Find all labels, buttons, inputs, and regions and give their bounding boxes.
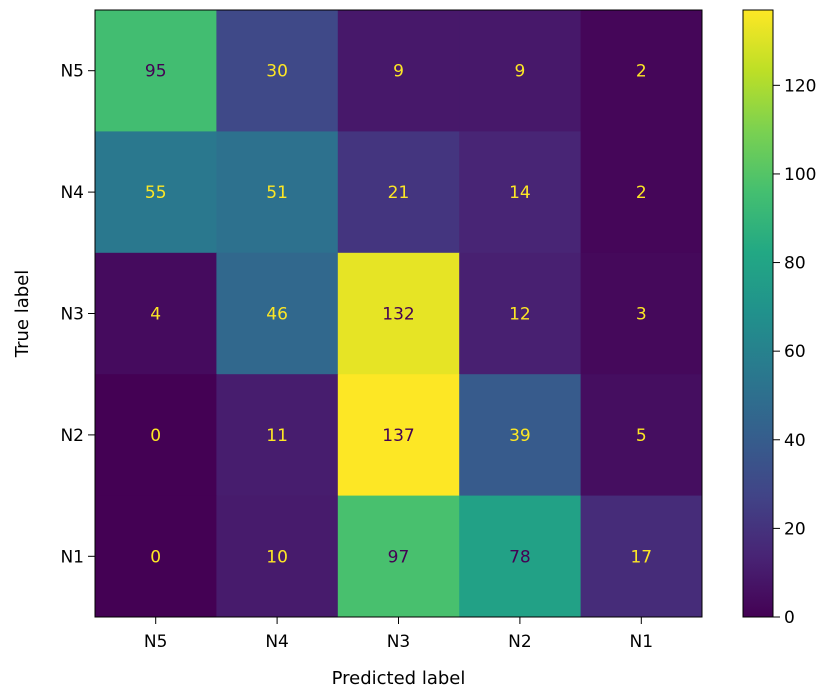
colorbar	[742, 9, 774, 618]
matrix-cell	[337, 10, 460, 132]
cell-value-label: 97	[388, 547, 410, 567]
matrix-cell	[216, 495, 339, 618]
colorbar-tick-label: 120	[784, 76, 816, 96]
x-tick-label: N5	[144, 632, 168, 652]
matrix-cell	[459, 252, 582, 375]
matrix-cell	[95, 10, 217, 132]
cell-value-label: 17	[630, 547, 652, 567]
x-tick-label: N1	[630, 632, 654, 652]
y-tick-label: N4	[60, 183, 84, 203]
matrix-cell	[580, 495, 703, 618]
cell-value-label: 137	[382, 426, 414, 446]
y-axis-ticks: N5 N4 N3 N2 N1	[60, 62, 95, 567]
cell-value-label: 95	[145, 62, 167, 82]
cell-value-label: 5	[636, 426, 647, 446]
x-axis-ticks: N5 N4 N3 N2 N1	[144, 617, 653, 652]
cell-value-label: 21	[388, 183, 410, 203]
y-tick-label: N1	[60, 547, 84, 567]
cell-value-label: 55	[145, 183, 167, 203]
matrix-cell	[459, 374, 582, 497]
matrix-cells	[95, 10, 703, 618]
colorbar-tick-label: 80	[784, 254, 806, 274]
cell-value-label: 46	[266, 305, 288, 325]
y-tick-label: N5	[60, 62, 84, 82]
matrix-cell	[337, 495, 460, 618]
matrix-cell	[216, 131, 339, 254]
colorbar-tick-label: 60	[784, 342, 806, 362]
matrix-cell	[337, 131, 460, 254]
colorbar-tick-label: 40	[784, 431, 806, 451]
cell-value-label: 2	[636, 62, 647, 82]
matrix-cell	[459, 131, 582, 254]
cell-value-label: 12	[509, 305, 531, 325]
cell-value-label: 132	[382, 305, 414, 325]
matrix-cell	[337, 374, 460, 497]
cell-value-label: 78	[509, 547, 531, 567]
x-tick-label: N3	[387, 632, 411, 652]
matrix-cell	[580, 374, 703, 497]
cell-value-label: 51	[266, 183, 288, 203]
cell-value-label: 30	[266, 62, 288, 82]
x-tick-label: N4	[265, 632, 289, 652]
matrix-cell	[580, 10, 703, 132]
y-tick-label: N3	[60, 305, 84, 325]
y-axis-label: True label	[12, 270, 33, 359]
colorbar-ticks: 0 20 40 60 80 100 120	[773, 76, 816, 628]
y-tick-label: N2	[60, 426, 84, 446]
matrix-cell	[95, 495, 217, 618]
cell-value-label: 4	[150, 305, 161, 325]
x-axis-label: Predicted label	[332, 668, 466, 689]
cell-value-label: 10	[266, 547, 288, 567]
cell-value-label: 14	[509, 183, 531, 203]
colorbar-tick-label: 100	[784, 165, 816, 185]
matrix-cell-labels: 95 30 9 9 255 51 21 14 24 46 132 12 30 11 137 39 50 10 97 7…	[145, 62, 652, 568]
x-tick-label: N2	[508, 632, 532, 652]
matrix-cell	[459, 10, 582, 132]
matrix-cell	[580, 131, 703, 254]
colorbar-tick-label: 20	[784, 519, 806, 539]
cell-value-label: 2	[636, 183, 647, 203]
matrix-cell	[459, 495, 582, 618]
cell-value-label: 0	[150, 426, 161, 446]
matrix-cell	[95, 131, 217, 254]
cell-value-label: 11	[266, 426, 288, 446]
matrix-cell	[580, 252, 703, 375]
colorbar-tick-label: 0	[784, 608, 795, 628]
cell-value-label: 0	[150, 547, 161, 567]
matrix-cell	[95, 374, 217, 497]
cell-value-label: 9	[514, 62, 525, 82]
matrix-cell	[216, 374, 339, 497]
cell-value-label: 9	[393, 62, 404, 82]
matrix-cell	[337, 252, 460, 375]
matrix-cell	[216, 252, 339, 375]
cell-value-label: 3	[636, 305, 647, 325]
matrix-cell	[216, 10, 339, 132]
matrix-cell	[95, 252, 217, 375]
cell-value-label: 39	[509, 426, 531, 446]
